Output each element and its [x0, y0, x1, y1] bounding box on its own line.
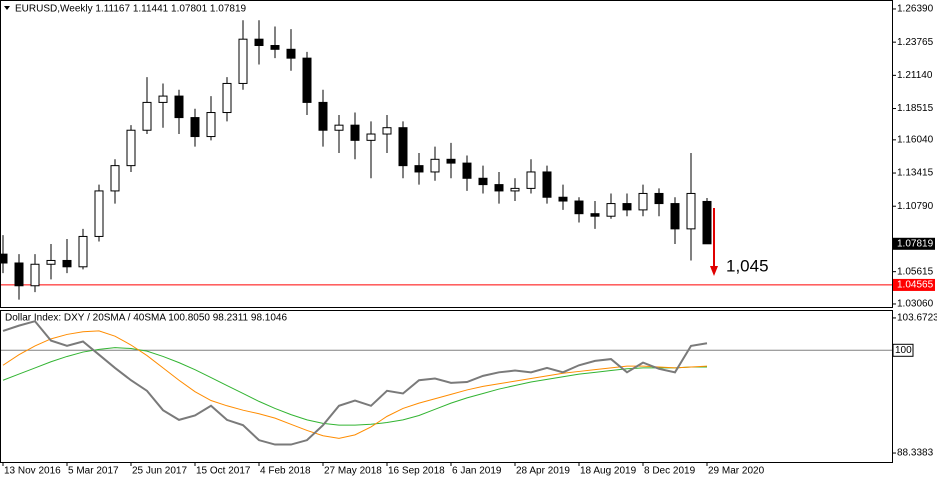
x-tick-label: 27 May 2018	[324, 466, 382, 477]
indicator-panel	[0, 310, 893, 463]
candle-body	[510, 187, 520, 192]
candle-body	[686, 192, 696, 230]
candle-body	[670, 203, 680, 230]
candle-body	[638, 192, 648, 211]
menu-arrow	[4, 6, 10, 10]
candle-body	[222, 82, 232, 114]
x-tick-label: 8 Dec 2019	[644, 466, 696, 477]
main-panel	[0, 0, 893, 308]
level-label-box	[892, 343, 914, 357]
level-label: 100	[895, 345, 912, 356]
y-tick-label: 1.21140	[897, 70, 933, 81]
y-tick-label: 88.3383	[897, 448, 934, 459]
x-tick-label: 28 Apr 2019	[516, 466, 570, 477]
y-tick-label: 1.10790	[897, 201, 934, 212]
y-tick-label: 1.03060	[897, 299, 934, 310]
series-line	[2, 320, 708, 446]
x-tick-label: 4 Feb 2018	[260, 466, 311, 477]
candle-body	[94, 190, 104, 237]
candle-body	[302, 57, 312, 103]
x-tick-label: 29 Mar 2020	[708, 466, 765, 477]
candle-body	[350, 124, 360, 141]
candle-body	[574, 200, 584, 215]
candle-body	[318, 101, 328, 131]
candle-body	[126, 129, 136, 167]
candle-body	[606, 203, 616, 217]
candle-body	[206, 112, 216, 138]
candle-body	[478, 177, 488, 186]
y-tick-label: 1.13415	[897, 168, 934, 179]
candle-body	[142, 101, 152, 131]
candle-body	[542, 171, 552, 198]
candle-body	[174, 95, 184, 119]
candle-body	[238, 38, 248, 84]
chart-title: EURUSD,Weekly 1.11167 1.11441 1.07801 1.…	[15, 4, 247, 15]
candle-body	[590, 213, 600, 217]
x-tick-label: 25 Jun 2017	[132, 466, 187, 477]
candle-body	[158, 95, 168, 103]
candle-body	[366, 133, 376, 141]
candle-body	[110, 165, 120, 192]
candle-body	[14, 262, 24, 287]
price-label-box	[893, 237, 935, 250]
candle-body	[446, 158, 456, 164]
price-label: 1.07819	[897, 238, 934, 249]
level-label: 1.04565	[897, 280, 934, 291]
y-tick-label: 1.05615	[897, 266, 934, 277]
candle-body	[286, 48, 296, 59]
candle-body	[46, 259, 56, 265]
candle-body	[30, 263, 40, 287]
candle-body	[62, 259, 72, 268]
candle-body	[382, 127, 392, 135]
x-tick-label: 5 Mar 2017	[68, 466, 119, 477]
candle-body	[254, 38, 264, 47]
candle-body	[654, 192, 664, 205]
candle-body	[398, 127, 408, 167]
candle-body	[462, 162, 472, 179]
candle-body	[702, 200, 712, 245]
candle-body	[526, 171, 536, 189]
annotation-arrowhead	[710, 266, 718, 276]
y-tick-label: 1.18515	[897, 103, 934, 114]
x-tick-label: 6 Jan 2019	[452, 466, 502, 477]
candle-body	[334, 124, 344, 131]
x-tick-label: 16 Sep 2018	[388, 466, 445, 477]
candle-body	[558, 196, 568, 202]
candle-body	[430, 158, 440, 173]
candle-body	[270, 45, 280, 50]
indicator-title: Dollar Index: DXY / 20SMA / 40SMA 100.80…	[5, 313, 287, 324]
candle-body	[0, 253, 8, 264]
series-line	[2, 330, 708, 439]
candle-body	[622, 203, 632, 211]
series-line	[2, 347, 707, 426]
x-tick-label: 13 Nov 2016	[4, 466, 61, 477]
level-label-box	[893, 278, 935, 291]
y-tick-label: 103.6723	[897, 313, 937, 324]
candle-body	[494, 184, 504, 192]
annotation: 1,045	[726, 256, 769, 275]
y-tick-label: 1.23765	[897, 37, 934, 48]
x-tick-label: 18 Aug 2019	[580, 466, 637, 477]
y-tick-label: 1.26390	[897, 4, 934, 15]
candle-body	[78, 235, 88, 268]
candle-body	[190, 117, 200, 138]
candle-body	[414, 165, 424, 173]
y-tick-label: 1.16040	[897, 134, 934, 145]
x-tick-label: 15 Oct 2017	[196, 466, 251, 477]
